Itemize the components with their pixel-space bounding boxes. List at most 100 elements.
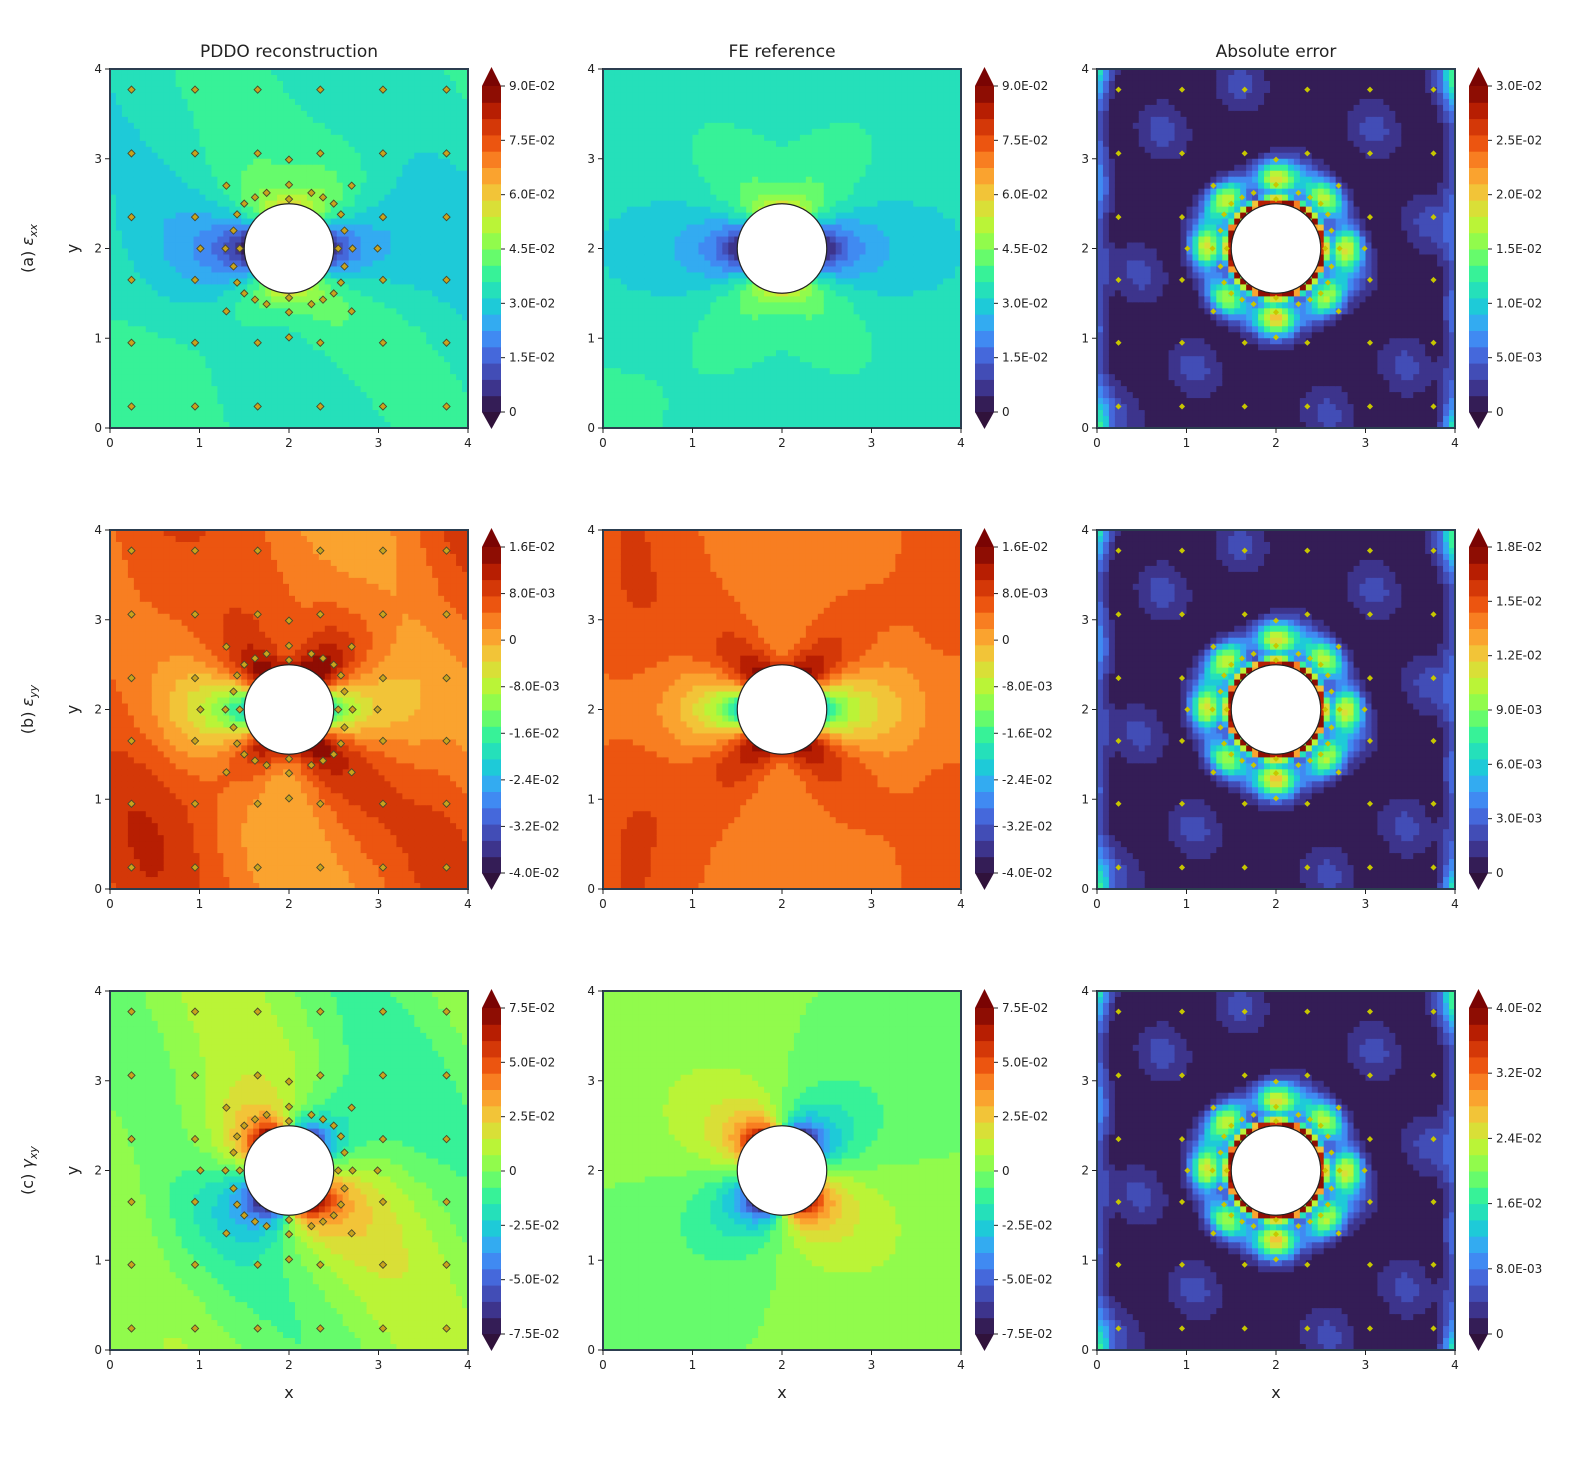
heatmap-cell <box>722 219 729 226</box>
heatmap-cell <box>152 177 159 184</box>
heatmap-cell <box>182 380 189 387</box>
heatmap-cell <box>432 201 439 208</box>
heatmap-cell <box>450 296 457 303</box>
heatmap-cell <box>349 344 356 351</box>
heatmap-cell <box>116 272 123 279</box>
heatmap-cell <box>295 416 302 423</box>
heatmap-cell <box>716 141 723 148</box>
heatmap-cell <box>211 308 218 315</box>
heatmap-cell <box>217 356 224 363</box>
heatmap-cell <box>176 123 183 130</box>
heatmap-cell <box>414 296 421 303</box>
heatmap-cell <box>651 266 658 273</box>
heatmap-cell <box>140 278 147 285</box>
heatmap-cell <box>337 153 344 160</box>
heatmap-cell <box>253 171 260 178</box>
heatmap-cell <box>687 356 694 363</box>
heatmap-cell <box>450 398 457 405</box>
heatmap-cell <box>128 75 135 82</box>
heatmap-cell <box>134 356 141 363</box>
heatmap-cell <box>396 362 403 369</box>
heatmap-cell <box>373 344 380 351</box>
heatmap-cell <box>609 320 616 327</box>
heatmap-cell <box>609 117 616 124</box>
heatmap-cell <box>426 332 433 339</box>
heatmap-cell <box>651 302 658 309</box>
heatmap-cell <box>633 195 640 202</box>
heatmap-cell <box>349 374 356 381</box>
heatmap-cell <box>229 392 236 399</box>
heatmap-cell <box>122 231 129 238</box>
heatmap-cell <box>367 266 374 273</box>
heatmap-cell <box>639 302 646 309</box>
heatmap-cell <box>122 87 129 94</box>
heatmap-cell <box>651 308 658 315</box>
heatmap-cell <box>681 392 688 399</box>
heatmap-cell <box>681 320 688 327</box>
heatmap-cell <box>265 165 272 172</box>
heatmap-cell <box>420 260 427 267</box>
heatmap-cell <box>355 159 362 166</box>
heatmap-cell <box>182 296 189 303</box>
heatmap-cell <box>681 398 688 405</box>
heatmap-cell <box>384 362 391 369</box>
heatmap-cell <box>247 135 254 142</box>
heatmap-cell <box>229 380 236 387</box>
heatmap-cell <box>217 159 224 166</box>
heatmap-cell <box>687 129 694 136</box>
heatmap-cell <box>420 350 427 357</box>
heatmap-cell <box>687 326 694 333</box>
heatmap-cell <box>194 302 201 309</box>
heatmap-cell <box>307 308 314 315</box>
heatmap-cell <box>615 141 622 148</box>
heatmap-cell <box>164 177 171 184</box>
heatmap-cell <box>669 231 676 238</box>
heatmap-cell <box>223 404 230 411</box>
heatmap-cell <box>384 272 391 279</box>
heatmap-cell <box>420 374 427 381</box>
heatmap-cell <box>450 308 457 315</box>
heatmap-cell <box>337 410 344 417</box>
heatmap-cell <box>379 237 386 244</box>
heatmap-cell <box>367 75 374 82</box>
heatmap-cell <box>128 177 135 184</box>
heatmap-cell <box>722 374 729 381</box>
heatmap-cell <box>420 254 427 261</box>
heatmap-cell <box>152 284 159 291</box>
heatmap-cell <box>259 398 266 405</box>
heatmap-cell <box>373 237 380 244</box>
heatmap-cell <box>669 111 676 118</box>
heatmap-cell <box>414 260 421 267</box>
heatmap-cell <box>657 350 664 357</box>
heatmap-cell <box>420 243 427 250</box>
heatmap-cell <box>432 87 439 94</box>
heatmap-cell <box>217 219 224 226</box>
heatmap-cell <box>241 332 248 339</box>
heatmap-cell <box>367 356 374 363</box>
heatmap-cell <box>693 332 700 339</box>
heatmap-cell <box>164 344 171 351</box>
heatmap-cell <box>152 326 159 333</box>
heatmap-cell <box>669 314 676 321</box>
heatmap-cell <box>235 219 242 226</box>
heatmap-cell <box>716 410 723 417</box>
heatmap-cell <box>444 350 451 357</box>
heatmap-cell <box>349 237 356 244</box>
heatmap-cell <box>627 392 634 399</box>
heatmap-cell <box>229 356 236 363</box>
heatmap-cell <box>343 290 350 297</box>
heatmap-cell <box>609 308 616 315</box>
heatmap-cell <box>146 99 153 106</box>
heatmap-cell <box>675 141 682 148</box>
heatmap-cell <box>277 111 284 118</box>
heatmap-cell <box>116 171 123 178</box>
heatmap-cell <box>349 93 356 100</box>
heatmap-cell <box>247 368 254 375</box>
heatmap-cell <box>164 249 171 256</box>
heatmap-cell <box>229 135 236 142</box>
heatmap-cell <box>438 320 445 327</box>
heatmap-cell <box>170 213 177 220</box>
heatmap-cell <box>722 404 729 411</box>
heatmap-cell <box>669 165 676 172</box>
heatmap-cell <box>325 147 332 154</box>
